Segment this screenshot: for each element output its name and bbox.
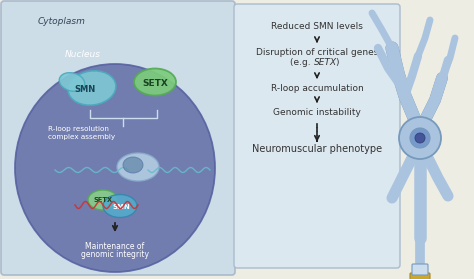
Text: R-loop accumulation: R-loop accumulation <box>271 84 364 93</box>
Text: SETX: SETX <box>314 58 337 67</box>
Ellipse shape <box>415 133 425 143</box>
Ellipse shape <box>134 69 176 95</box>
Text: Reduced SMN levels: Reduced SMN levels <box>271 22 363 31</box>
Ellipse shape <box>59 73 85 91</box>
Text: Disruption of critical genes: Disruption of critical genes <box>256 48 378 57</box>
Text: (e.g.: (e.g. <box>291 58 314 67</box>
FancyBboxPatch shape <box>412 264 428 275</box>
Text: genomic integrity: genomic integrity <box>81 250 149 259</box>
Text: SMN: SMN <box>74 85 96 93</box>
FancyBboxPatch shape <box>234 4 400 268</box>
Text: Neuromuscular phenotype: Neuromuscular phenotype <box>252 144 382 154</box>
Ellipse shape <box>68 71 116 105</box>
Text: Genomic instability: Genomic instability <box>273 108 361 117</box>
Ellipse shape <box>117 153 159 181</box>
Text: SETX: SETX <box>142 78 168 88</box>
Ellipse shape <box>399 117 441 159</box>
Text: SETX: SETX <box>93 197 112 203</box>
Text: R-loop resolution: R-loop resolution <box>48 126 109 132</box>
FancyBboxPatch shape <box>1 1 235 275</box>
Text: complex assembly: complex assembly <box>48 134 115 140</box>
Ellipse shape <box>88 190 118 210</box>
Text: Maintenance of: Maintenance of <box>85 242 145 251</box>
Text: Nucleus: Nucleus <box>65 50 101 59</box>
Ellipse shape <box>103 194 137 218</box>
Text: SMN: SMN <box>112 204 130 210</box>
FancyBboxPatch shape <box>410 273 430 279</box>
Ellipse shape <box>15 64 215 272</box>
Text: Cytoplasm: Cytoplasm <box>38 17 86 26</box>
Text: ): ) <box>335 58 338 67</box>
Ellipse shape <box>123 157 143 173</box>
Ellipse shape <box>410 128 430 148</box>
